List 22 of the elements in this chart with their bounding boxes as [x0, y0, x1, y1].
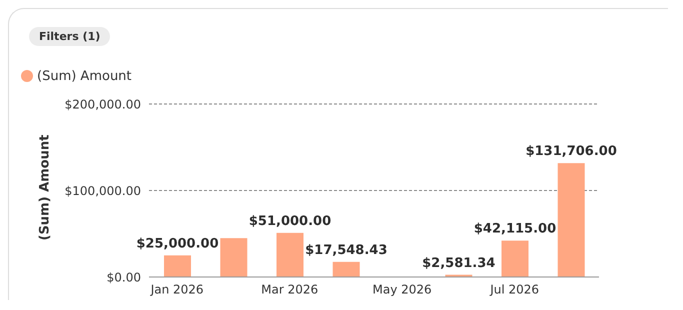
- y-tick-label: $200,000.00: [64, 97, 141, 112]
- legend-label: (Sum) Amount: [37, 69, 132, 84]
- text: Filters (1): [29, 27, 110, 46]
- x-tick-label: Jul 2026: [489, 282, 540, 297]
- x-tick-label: May 2026: [372, 282, 432, 297]
- y-tick-label: $0.00: [106, 270, 141, 284]
- bar: [276, 232, 304, 277]
- data-label: $51,000.00: [248, 214, 332, 229]
- data-label: $2,581.34: [422, 256, 496, 271]
- bar: [220, 238, 248, 277]
- data-label: $17,548.43: [305, 242, 388, 258]
- bar: [164, 255, 191, 277]
- y-tick-label: $100,000.00: [64, 184, 141, 198]
- bar: [558, 163, 585, 277]
- bar: [502, 240, 528, 277]
- y-axis-title: (Sum) Amount: [38, 134, 53, 240]
- data-label: $25,000.00: [136, 236, 219, 252]
- x-tick-label: Jan 2026: [150, 282, 204, 297]
- data-label: $42,115.00: [474, 222, 556, 237]
- x-tick-label: Mar 2026: [261, 282, 318, 297]
- bar: [332, 262, 360, 277]
- data-label: $131,706.00: [526, 144, 617, 160]
